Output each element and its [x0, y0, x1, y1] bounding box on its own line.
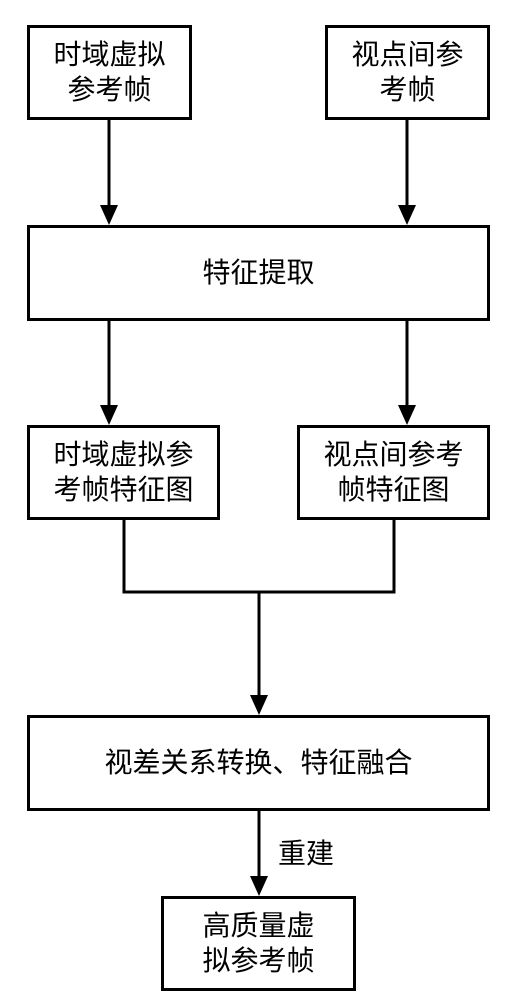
flowchart-edges: [0, 0, 517, 1000]
